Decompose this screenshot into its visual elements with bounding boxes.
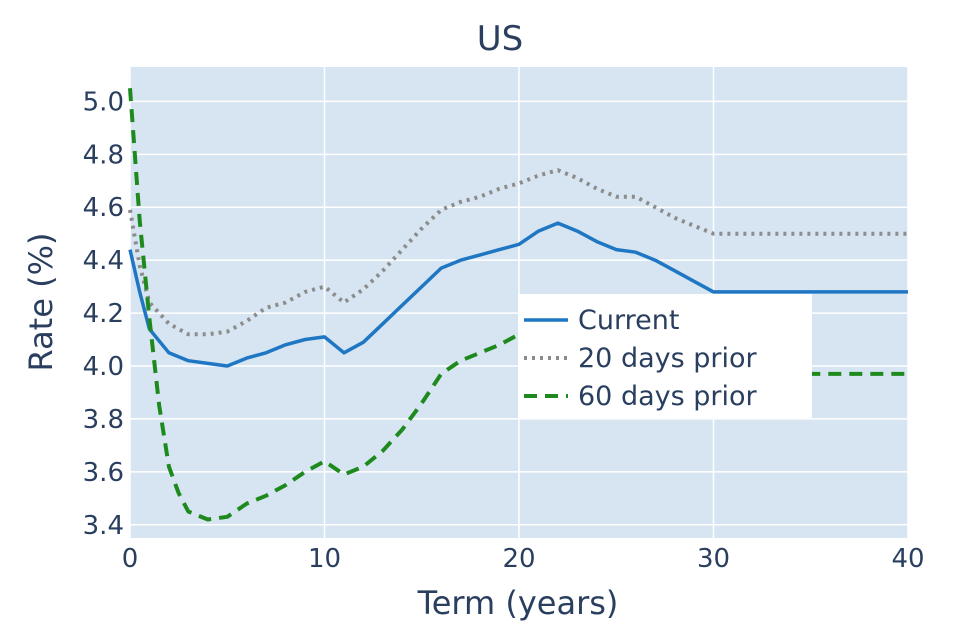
legend-label: 60 days prior: [578, 381, 758, 412]
x-tick-label: 20: [502, 544, 535, 574]
y-tick-label: 3.4: [83, 511, 124, 541]
series-line-3: [128, 88, 908, 522]
y-tick-label: 4.8: [83, 140, 124, 170]
y-tick-label: 4.6: [83, 193, 124, 223]
y-tick-label: 4.0: [83, 352, 124, 382]
tick-labels: 0 10 20 30 40 3.4 3.6 3.8 4.0 4.2 4.4 4.6 4.8 5.0: [83, 87, 925, 574]
y-tick-label: 4.4: [83, 246, 124, 276]
series-line-1: [128, 221, 908, 368]
legend: Current 20 days prior 60 days prior: [518, 294, 812, 418]
x-tick-label: 30: [697, 544, 730, 574]
x-tick-label: 0: [122, 544, 139, 574]
y-tick-label: 4.2: [83, 299, 124, 329]
x-tick-label: 40: [891, 544, 924, 574]
chart-title: US: [477, 19, 523, 59]
y-tick-label: 3.8: [83, 405, 124, 435]
x-axis-title: Term (years): [417, 584, 619, 622]
legend-label: Current: [578, 305, 679, 336]
x-tick-label: 10: [308, 544, 341, 574]
y-axis-title: Rate (%): [22, 233, 60, 372]
series-lines: [128, 88, 908, 522]
y-tick-label: 5.0: [83, 87, 124, 117]
legend-label: 20 days prior: [578, 343, 758, 374]
y-tick-label: 3.6: [83, 458, 124, 488]
